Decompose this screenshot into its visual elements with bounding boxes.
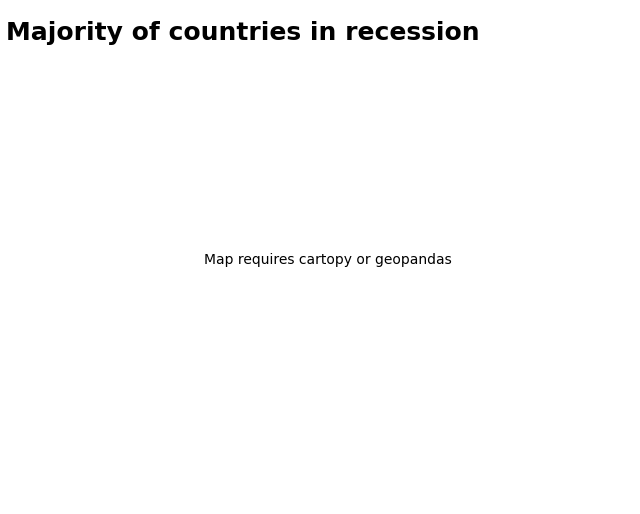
Text: Majority of countries in recession: Majority of countries in recession: [6, 21, 480, 45]
Text: Map requires cartopy or geopandas: Map requires cartopy or geopandas: [204, 252, 452, 267]
